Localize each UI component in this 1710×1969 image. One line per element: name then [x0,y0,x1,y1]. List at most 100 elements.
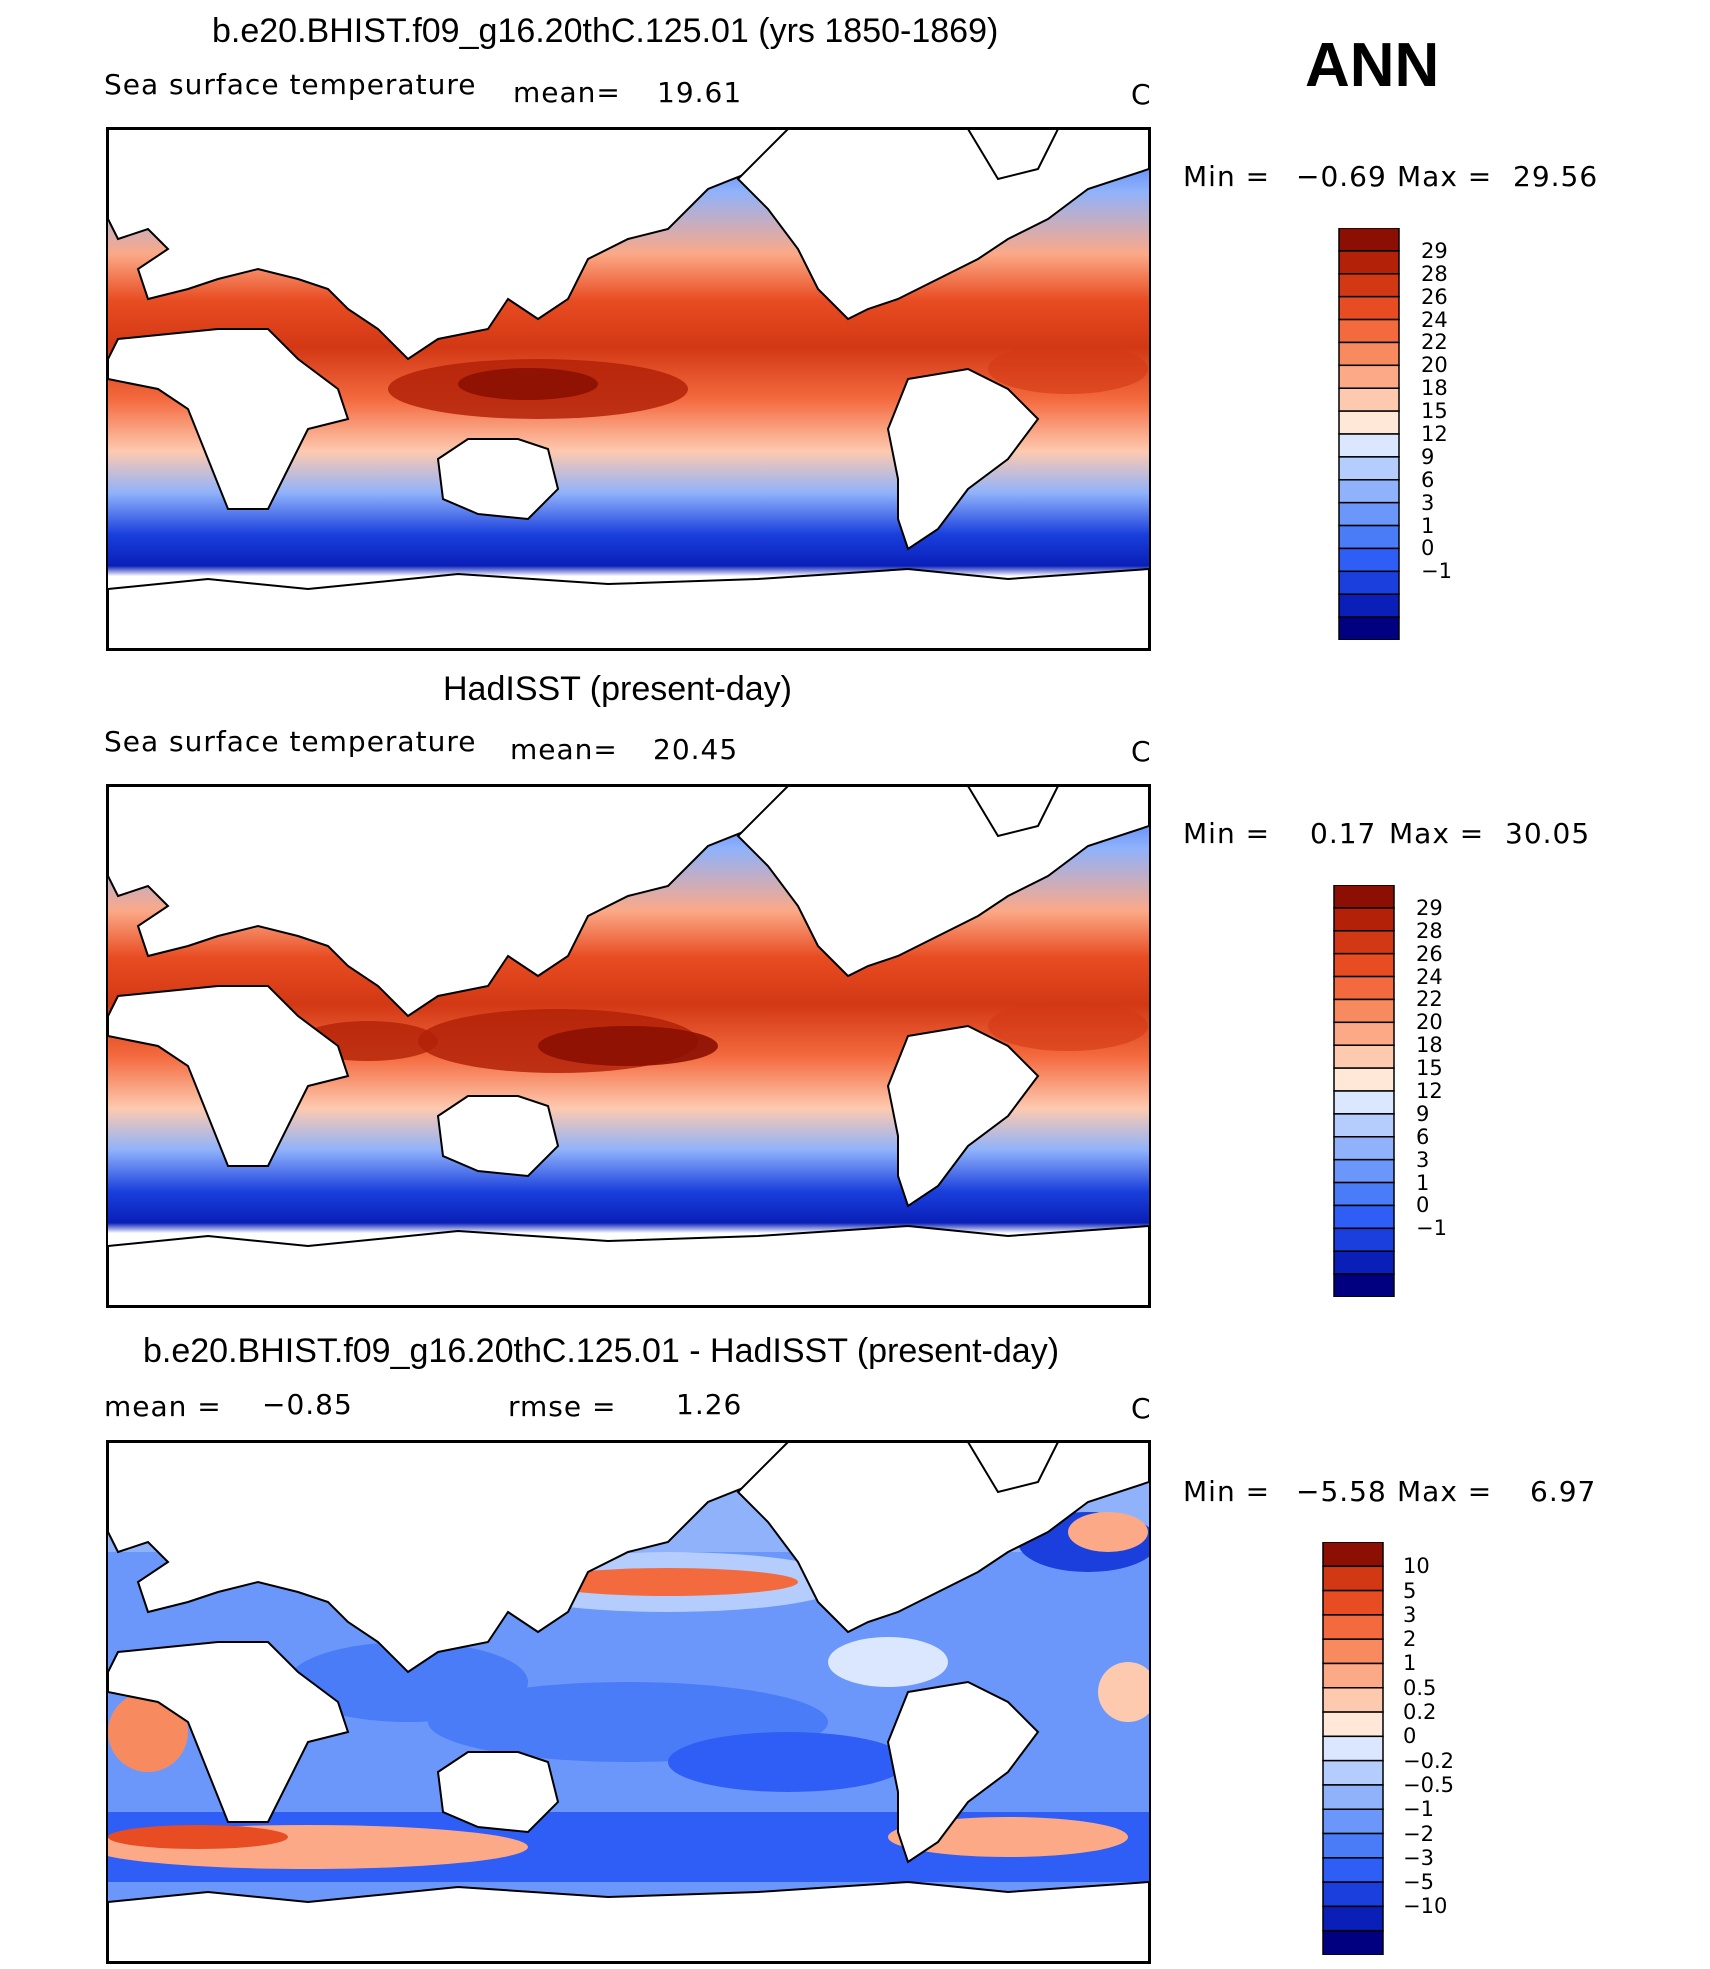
panel2-title: HadISST (present-day) [443,670,792,708]
panel1-colorbar-label: 9 [1421,444,1435,469]
panel2-mean-value: 20.45 [653,733,739,766]
panel1-colorbar-label: 6 [1421,467,1435,492]
panel3-colorbar-label: −3 [1403,1845,1434,1870]
panel2-units: C [1131,735,1152,768]
panel1-colorbar-label: 24 [1421,307,1448,332]
panel3-colorbar-box [1322,1711,1384,1738]
panel1-colorbar-box [1338,570,1400,595]
panel3-difference-map [106,1440,1151,1964]
panel2-colorbar-box [1333,1067,1395,1092]
panel1-max-label: Max = [1397,160,1493,193]
panel2-colorbar-box [1333,998,1395,1024]
panel3-colorbar-box [1322,1614,1384,1640]
panel2-colorbar-box [1333,1090,1395,1115]
panel2-colorbar-box [1333,952,1395,978]
panel1-colorbar-box [1338,547,1400,573]
panel3-colorbar-box [1322,1687,1384,1713]
panel2-colorbar-box [1333,1021,1395,1046]
panel2-mean-label: mean= [510,733,618,766]
panel1-colorbar-box [1338,318,1400,344]
panel3-colorbar-box [1322,1735,1384,1762]
panel3-colorbar-box [1322,1638,1384,1665]
panel3-min-label: Min = [1183,1475,1271,1508]
panel3-colorbar-label: 0.5 [1403,1675,1437,1700]
panel1-colorbar-label: 26 [1421,284,1448,309]
panel3-colorbar-box [1322,1784,1384,1810]
panel2-colorbar-box [1333,1044,1395,1069]
panel2-colorbar-label: 22 [1416,987,1443,1012]
panel3-colorbar-label: 3 [1403,1602,1417,1627]
panel3-max-label: Max = [1397,1475,1493,1508]
panel3-colorbar-box [1322,1542,1384,1568]
panel3-colorbar-box [1322,1759,1384,1786]
panel1-colorbar-label: 0 [1421,536,1435,561]
panel3-mean-value: −0.85 [262,1388,353,1421]
panel1-colorbar-box [1338,295,1400,321]
panel3-colorbar-box [1322,1589,1384,1616]
panel3-colorbar-label: 0 [1403,1724,1417,1749]
panel2-colorbar-label: 6 [1416,1124,1430,1149]
panel1-colorbar-box [1338,364,1400,389]
panel2-min-label: Min = [1183,817,1271,850]
panel1-variable-label: Sea surface temperature [104,68,477,101]
panel1-colorbar-box [1338,456,1400,481]
panel2-colorbar-box [1333,1273,1395,1297]
panel2-colorbar-box [1333,930,1395,955]
panel3-colorbar-box [1322,1832,1384,1859]
panel1-min-label: Min = [1183,160,1271,193]
panel1-colorbar-label: 28 [1421,261,1448,286]
panel2-colorbar-box [1333,1227,1395,1252]
panel1-colorbar-label: 1 [1421,513,1435,538]
panel1-colorbar-box [1338,410,1400,435]
panel2-colorbar-label: 24 [1416,964,1443,989]
panel2-colorbar-label: 28 [1416,918,1443,943]
panel1-colorbar-label: 29 [1421,238,1448,263]
panel1-colorbar-box [1338,479,1400,504]
panel3-colorbar-box [1322,1905,1384,1932]
panel2-colorbar-label: 29 [1416,895,1443,920]
panel1-colorbar-label: 12 [1421,422,1448,446]
panel1-colorbar-box [1338,250,1400,275]
panel3-mean-label: mean = [104,1390,222,1423]
panel1-colorbar-box [1338,387,1400,412]
panel1-colorbar-box [1338,341,1400,367]
panel1-colorbar-box [1338,616,1400,640]
panel3-colorbar-box [1322,1808,1384,1835]
panel2-colorbar-label: −1 [1416,1216,1447,1241]
panel3-colorbar-label: 1 [1403,1651,1417,1676]
panel3-colorbar-box [1322,1565,1384,1592]
panel1-colorbar-box [1338,273,1400,298]
panel1-title: b.e20.BHIST.f09_g16.20thC.125.01 (yrs 18… [212,12,999,50]
panel1-units: C [1131,78,1152,111]
panel2-colorbar-label: 18 [1416,1033,1443,1058]
panel1-mean-label: mean= [513,76,621,109]
panel1-colorbar-box [1338,524,1400,550]
panel1-colorbar-label: 3 [1421,490,1435,515]
panel1-colorbar [1338,228,1400,640]
panel1-colorbar-label: −1 [1421,559,1452,584]
panel1-colorbar-box [1338,593,1400,618]
panel2-colorbar-label: 0 [1416,1193,1430,1218]
panel1-mean-value: 19.61 [657,76,743,109]
panel2-colorbar-label: 15 [1416,1056,1443,1081]
panel1-colorbar-label: 18 [1421,376,1448,401]
panel1-min-value: −0.69 [1296,160,1387,193]
panel2-min-value: 0.17 [1310,817,1377,850]
panel3-rmse-value: 1.26 [676,1388,743,1421]
panel2-colorbar [1333,885,1395,1297]
panel3-colorbar-label: −2 [1403,1821,1434,1846]
panel1-max-value: 29.56 [1513,160,1599,193]
panel2-colorbar-label: 9 [1416,1101,1430,1126]
panel3-colorbar-box [1322,1929,1384,1955]
panel2-variable-label: Sea surface temperature [104,725,477,758]
panel2-colorbar-box [1333,907,1395,932]
panel1-colorbar-label: 15 [1421,399,1448,424]
panel3-colorbar-label: −1 [1403,1797,1434,1822]
panel2-colorbar-label: 1 [1416,1170,1430,1195]
panel1-sst-map [106,127,1151,651]
panel2-colorbar-label: 12 [1416,1079,1443,1103]
panel1-colorbar-box [1338,433,1400,458]
panel2-colorbar-box [1333,975,1395,1001]
panel2-max-value: 30.05 [1505,817,1591,850]
panel3-min-value: −5.58 [1296,1475,1387,1508]
